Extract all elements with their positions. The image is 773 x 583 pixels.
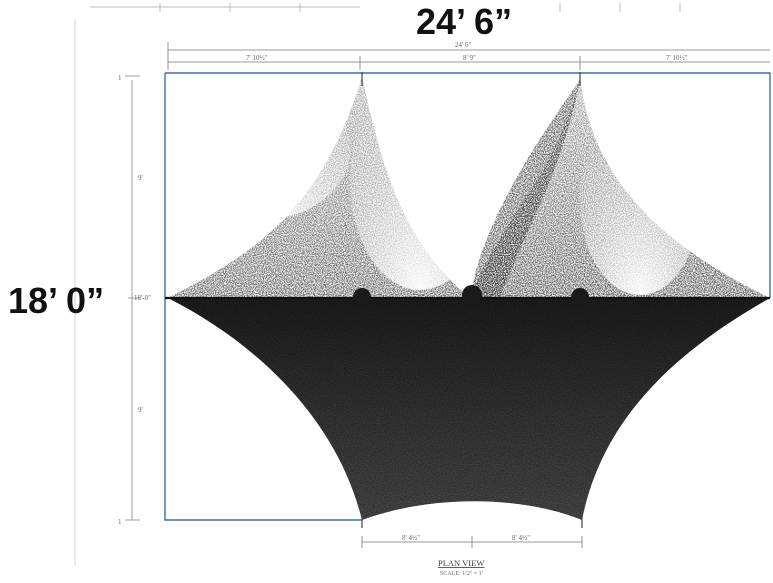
top-anchor-points <box>361 72 581 86</box>
top-dimension-lines <box>167 42 770 70</box>
overall-width-callout: 24’ 6” <box>416 1 513 42</box>
overall-height-callout: 18’ 0” <box>8 280 105 321</box>
left-dim-center: 18'-0" <box>134 294 151 302</box>
drawing-scale: SCALE: 1/2" = 1' <box>440 571 483 577</box>
mast-head-right <box>571 288 589 306</box>
drawing-title: PLAN VIEW <box>438 558 484 568</box>
top-dim-left-segment: 7' 10½" <box>246 54 268 62</box>
footprint-outline <box>164 72 771 521</box>
mast-heads <box>353 285 589 306</box>
left-dim-upper: 9' <box>138 174 143 182</box>
left-dimension-lines <box>125 75 140 521</box>
bottom-dim-left-segment: 8' 4½" <box>402 534 420 542</box>
bottom-dimension-lines <box>361 536 583 548</box>
bottom-anchor-points <box>361 514 583 528</box>
mast-head-center <box>462 285 482 305</box>
left-dim-lower: 9' <box>138 406 143 414</box>
top-overall-dim: 24' 6" <box>455 41 472 49</box>
scan-header-ruler <box>90 3 681 12</box>
membrane-upper-panels <box>168 70 770 298</box>
left-dim-top-corner: 1 <box>118 74 122 82</box>
bottom-dim-right-segment: 8' 4½" <box>512 534 530 542</box>
membrane-lower-panel <box>168 298 770 520</box>
top-dim-center-segment: 8' 9" <box>463 54 476 62</box>
mast-head-left <box>353 288 371 306</box>
top-dim-right-segment: 7' 10½" <box>666 54 688 62</box>
left-dim-bottom-corner: 1 <box>118 518 122 526</box>
